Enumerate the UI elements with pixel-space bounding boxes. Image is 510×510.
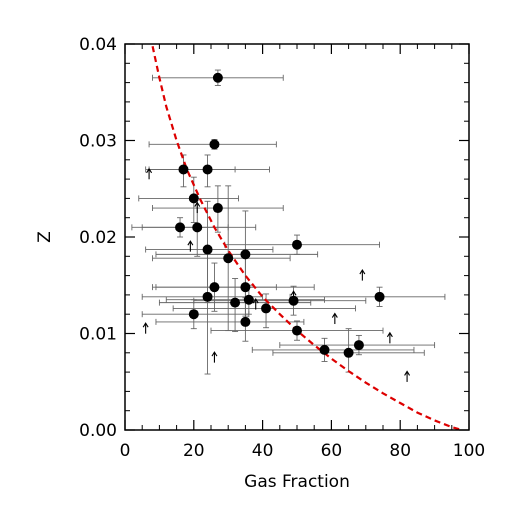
arrow-head — [187, 240, 194, 246]
data-point — [374, 291, 385, 302]
data-point — [178, 164, 189, 175]
error-bar — [289, 286, 446, 307]
data-point — [175, 222, 186, 233]
data-point — [192, 222, 203, 233]
data-point — [292, 239, 302, 250]
arrow-head — [359, 269, 366, 275]
arrow-head — [142, 322, 149, 328]
plot-marks — [131, 44, 463, 430]
error-bar — [141, 248, 264, 375]
lower-limit-arrow — [194, 201, 201, 214]
arrow-head — [146, 167, 153, 174]
y-tick-label: 0.01 — [79, 325, 117, 345]
data-point — [209, 139, 220, 150]
data-point — [319, 344, 330, 355]
lower-limit-arrow — [404, 370, 411, 382]
data-point — [230, 297, 241, 308]
data-point — [202, 291, 213, 302]
data-point — [202, 164, 213, 175]
y-tick-label: 0.04 — [79, 35, 117, 55]
data-point — [212, 203, 223, 214]
data-point — [240, 282, 251, 293]
arrow-head — [252, 298, 259, 304]
arrow-head — [404, 370, 411, 376]
lower-limit-arrow — [386, 331, 393, 344]
data-point — [188, 193, 199, 204]
arrow-head — [194, 201, 201, 207]
lower-limit-arrow — [142, 322, 149, 334]
data-point — [261, 303, 272, 314]
data-point — [292, 325, 302, 336]
axis-ticks: 0 20 40 60 80 100 0.00 0.01 0.02 0.03 0.04 — [79, 35, 485, 461]
error-bar — [251, 337, 415, 362]
data-point — [353, 340, 364, 351]
lower-limit-arrow — [331, 312, 338, 325]
data-point — [240, 316, 251, 327]
model-curve — [151, 44, 463, 430]
arrow-head — [290, 290, 297, 296]
arrow-head — [386, 331, 393, 338]
data-point — [223, 253, 234, 264]
arrow-head — [211, 351, 218, 357]
arrow-head — [331, 312, 338, 318]
error-bar — [193, 285, 367, 316]
lower-limit-arrow — [359, 269, 366, 281]
lower-limit-arrow — [187, 240, 194, 252]
x-tick-label: 20 — [183, 441, 205, 461]
lower-limit-arrow — [252, 298, 259, 310]
error-bar — [138, 176, 239, 223]
y-tick-label: 0.02 — [79, 228, 117, 248]
lower-limit-arrow — [146, 167, 153, 180]
data-point — [202, 244, 213, 255]
x-tick-label: 0 — [120, 441, 131, 461]
data-point — [209, 282, 220, 293]
x-tick-label: 80 — [389, 441, 411, 461]
y-axis-label: Z — [35, 231, 55, 243]
data-point — [212, 72, 223, 83]
x-axis-label: Gas Fraction — [244, 472, 350, 492]
data-point — [188, 309, 199, 320]
lower-limit-arrow — [290, 290, 297, 302]
error-bar — [145, 154, 236, 188]
x-tick-label: 100 — [453, 441, 485, 461]
y-tick-label: 0.00 — [79, 421, 117, 441]
data-point — [343, 347, 354, 358]
x-tick-label: 60 — [321, 441, 343, 461]
y-tick-label: 0.03 — [79, 132, 117, 152]
lower-limit-arrow — [211, 351, 218, 363]
x-tick-label: 40 — [252, 441, 274, 461]
data-point — [243, 294, 254, 305]
data-point — [240, 249, 251, 260]
